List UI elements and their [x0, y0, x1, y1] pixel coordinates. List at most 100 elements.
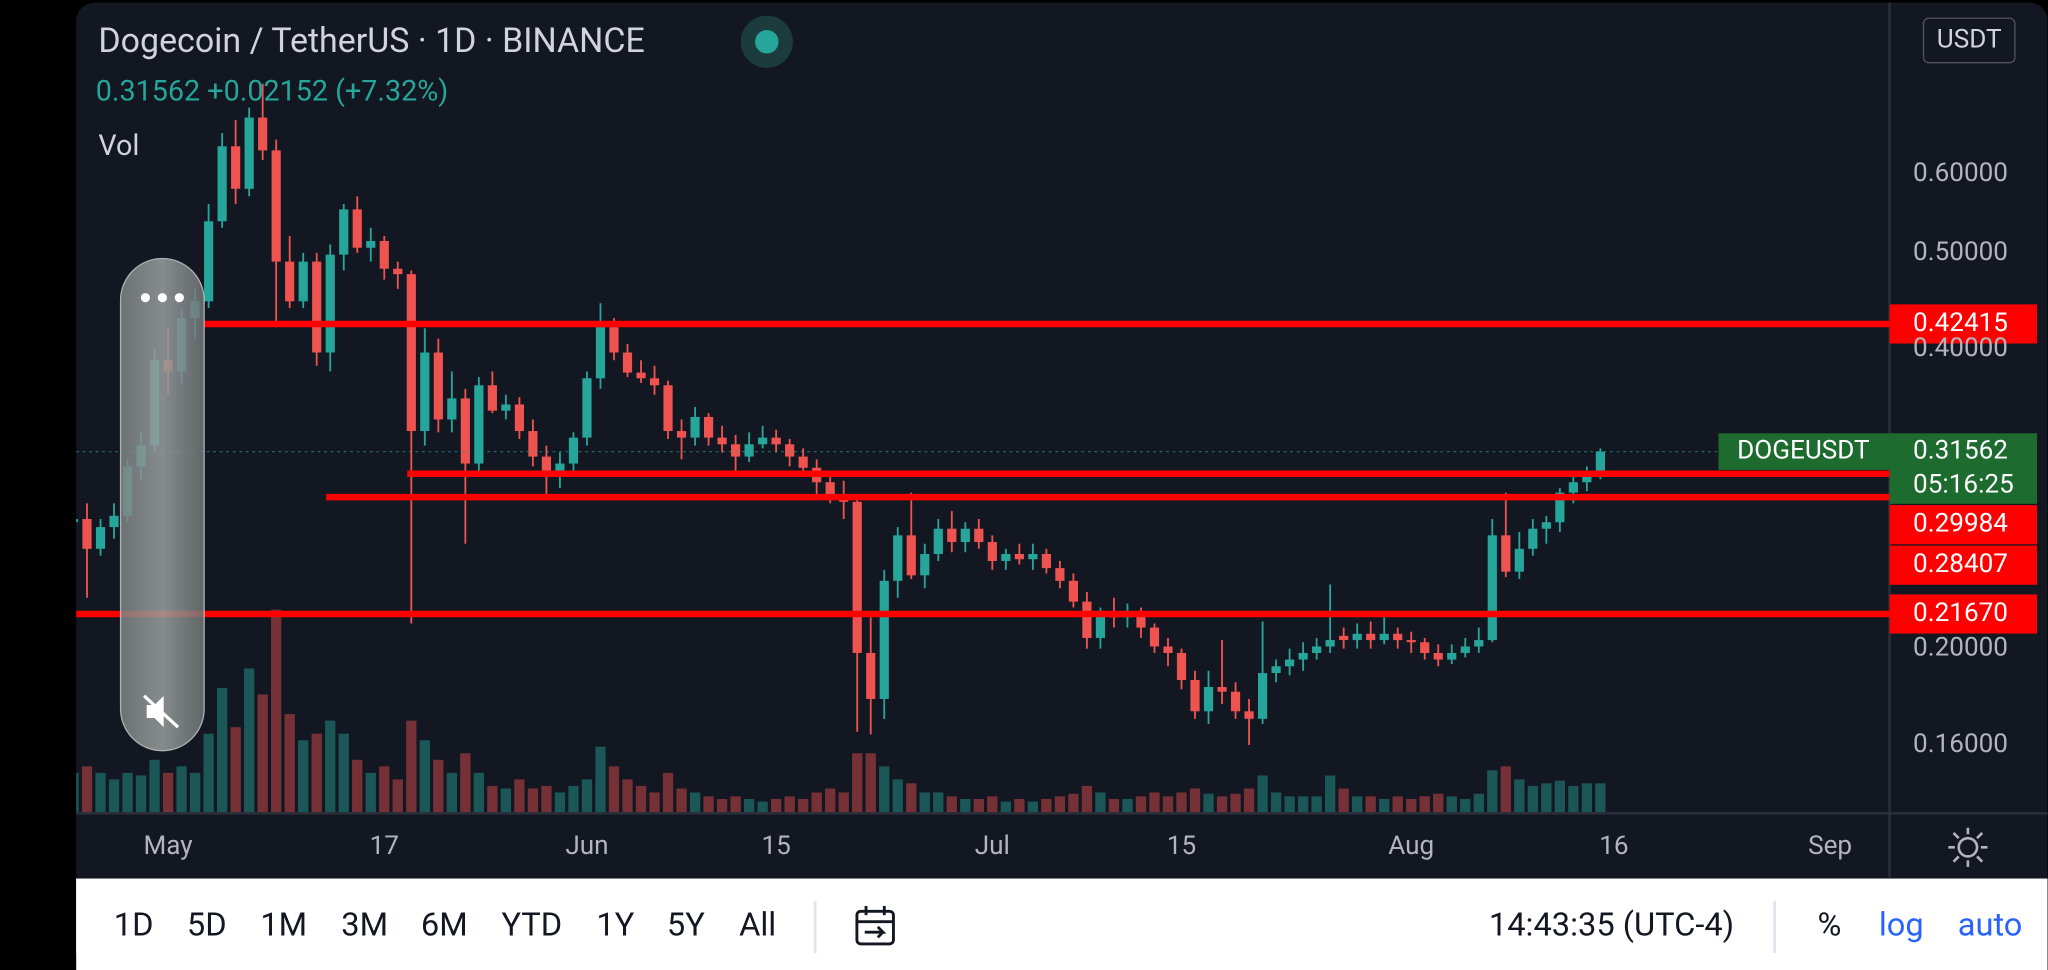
volume-bar — [1027, 801, 1039, 813]
candle-body — [852, 501, 862, 653]
volume-bar — [1000, 801, 1011, 813]
volume-bar — [852, 753, 863, 813]
candle-body — [1501, 535, 1511, 572]
candle-body — [95, 527, 106, 549]
candle-body — [595, 327, 606, 379]
candle-body — [82, 519, 92, 549]
x-tick-label: 15 — [1167, 831, 1196, 861]
volume-bar — [662, 772, 674, 813]
candle-body — [1149, 627, 1160, 647]
candle-body — [217, 146, 227, 222]
volume-bar — [865, 753, 876, 813]
candle-body — [298, 261, 308, 302]
candle-body — [204, 221, 214, 302]
candle-body — [1582, 476, 1592, 483]
range-button[interactable]: 5Y — [667, 906, 705, 944]
candle-body — [271, 150, 281, 262]
volume-bar — [365, 772, 376, 813]
floating-widget[interactable] — [119, 257, 205, 752]
range-button[interactable]: 6M — [421, 906, 468, 944]
level-badge — [1889, 505, 2038, 545]
volume-bar — [1135, 796, 1147, 813]
volume-bar — [1243, 788, 1255, 813]
x-tick-label: 15 — [761, 831, 790, 861]
candle-body — [1568, 482, 1578, 493]
range-button[interactable]: 1D — [114, 906, 154, 944]
volume-bar — [1541, 783, 1552, 813]
candle-body — [771, 437, 781, 445]
candle-body — [231, 146, 241, 189]
volume-bar — [784, 796, 795, 813]
date-range-icon[interactable] — [855, 906, 895, 946]
x-tick-label: Aug — [1388, 831, 1434, 861]
candle-body — [1352, 633, 1362, 641]
volume-bar — [203, 733, 214, 813]
candle-body — [1595, 451, 1605, 477]
range-button[interactable]: YTD — [501, 906, 562, 944]
candle-body — [1041, 553, 1051, 569]
toolbar-items: 1D 5D 1M 3M 6M YTD 1Y 5Y All 14:43:35 (UTC-4)% log… — [114, 906, 2023, 944]
volume-bar — [987, 796, 998, 813]
scale-option[interactable]: log — [1879, 906, 1924, 944]
volume-bar — [446, 772, 457, 813]
volume-bar — [1068, 793, 1079, 813]
candle-body — [582, 378, 592, 438]
candle-body — [906, 535, 916, 576]
last-price-label: 0.31562 — [1913, 435, 2008, 465]
volume-bar — [1041, 798, 1052, 813]
candle-body — [487, 385, 497, 411]
candle-body — [325, 254, 335, 353]
volume-bar — [1487, 770, 1498, 813]
volume-bar — [933, 792, 944, 813]
volume-bar — [1081, 785, 1093, 813]
candle-body — [879, 580, 889, 699]
volume-bar — [892, 779, 903, 813]
candle-body — [555, 463, 565, 471]
range-button[interactable]: 1Y — [596, 906, 634, 944]
volume-bar — [1216, 796, 1228, 813]
currency-label[interactable]: USDT — [1937, 24, 2002, 54]
volume-bar — [1149, 792, 1160, 813]
x-tick-label: 16 — [1599, 831, 1628, 861]
volume-bar — [1352, 796, 1363, 813]
currency-badge[interactable] — [1922, 17, 2016, 64]
candle-body — [541, 456, 552, 471]
last-price-badge — [1889, 433, 2038, 504]
range-button[interactable]: All — [739, 906, 776, 944]
volume-bar — [730, 796, 741, 813]
candle-body — [798, 456, 808, 468]
range-button[interactable]: 5D — [187, 906, 227, 944]
candle-body — [1217, 686, 1227, 692]
scale-option[interactable]: auto — [1958, 906, 2023, 944]
volume-bar — [1581, 783, 1593, 813]
settings-icon[interactable] — [1948, 827, 1988, 867]
scale-option[interactable]: % — [1818, 906, 1842, 944]
candle-body — [1285, 659, 1295, 667]
range-button[interactable]: 3M — [341, 906, 388, 944]
candle-body — [1001, 553, 1011, 561]
candle-body — [717, 437, 727, 445]
candle-body — [1068, 580, 1079, 602]
volume-bar — [81, 766, 93, 813]
clock[interactable]: 14:43:35 (UTC-4) — [1489, 906, 1734, 944]
level-badge — [1889, 545, 2038, 585]
candle-body — [636, 372, 646, 379]
range-button[interactable]: 1M — [260, 906, 307, 944]
candle-body — [1460, 646, 1470, 653]
volume-bar — [838, 792, 849, 813]
candle-body — [1298, 652, 1308, 660]
candle-body — [758, 437, 768, 445]
symbol-label: DOGEUSDT — [1737, 435, 1870, 465]
chart-title: Dogecoin / TetherUS · 1D · BINANCE — [98, 22, 644, 61]
candle-body — [1406, 640, 1416, 643]
volume-bar — [189, 772, 201, 813]
candle-body — [609, 327, 619, 353]
y-tick-label: 0.16000 — [1913, 729, 2008, 759]
level-badge — [1889, 304, 2038, 344]
volume-bar — [135, 775, 147, 813]
volume-bar — [527, 788, 539, 813]
volume-bar — [1270, 792, 1282, 813]
volume-bar — [703, 796, 714, 813]
candle-body — [1474, 640, 1484, 647]
